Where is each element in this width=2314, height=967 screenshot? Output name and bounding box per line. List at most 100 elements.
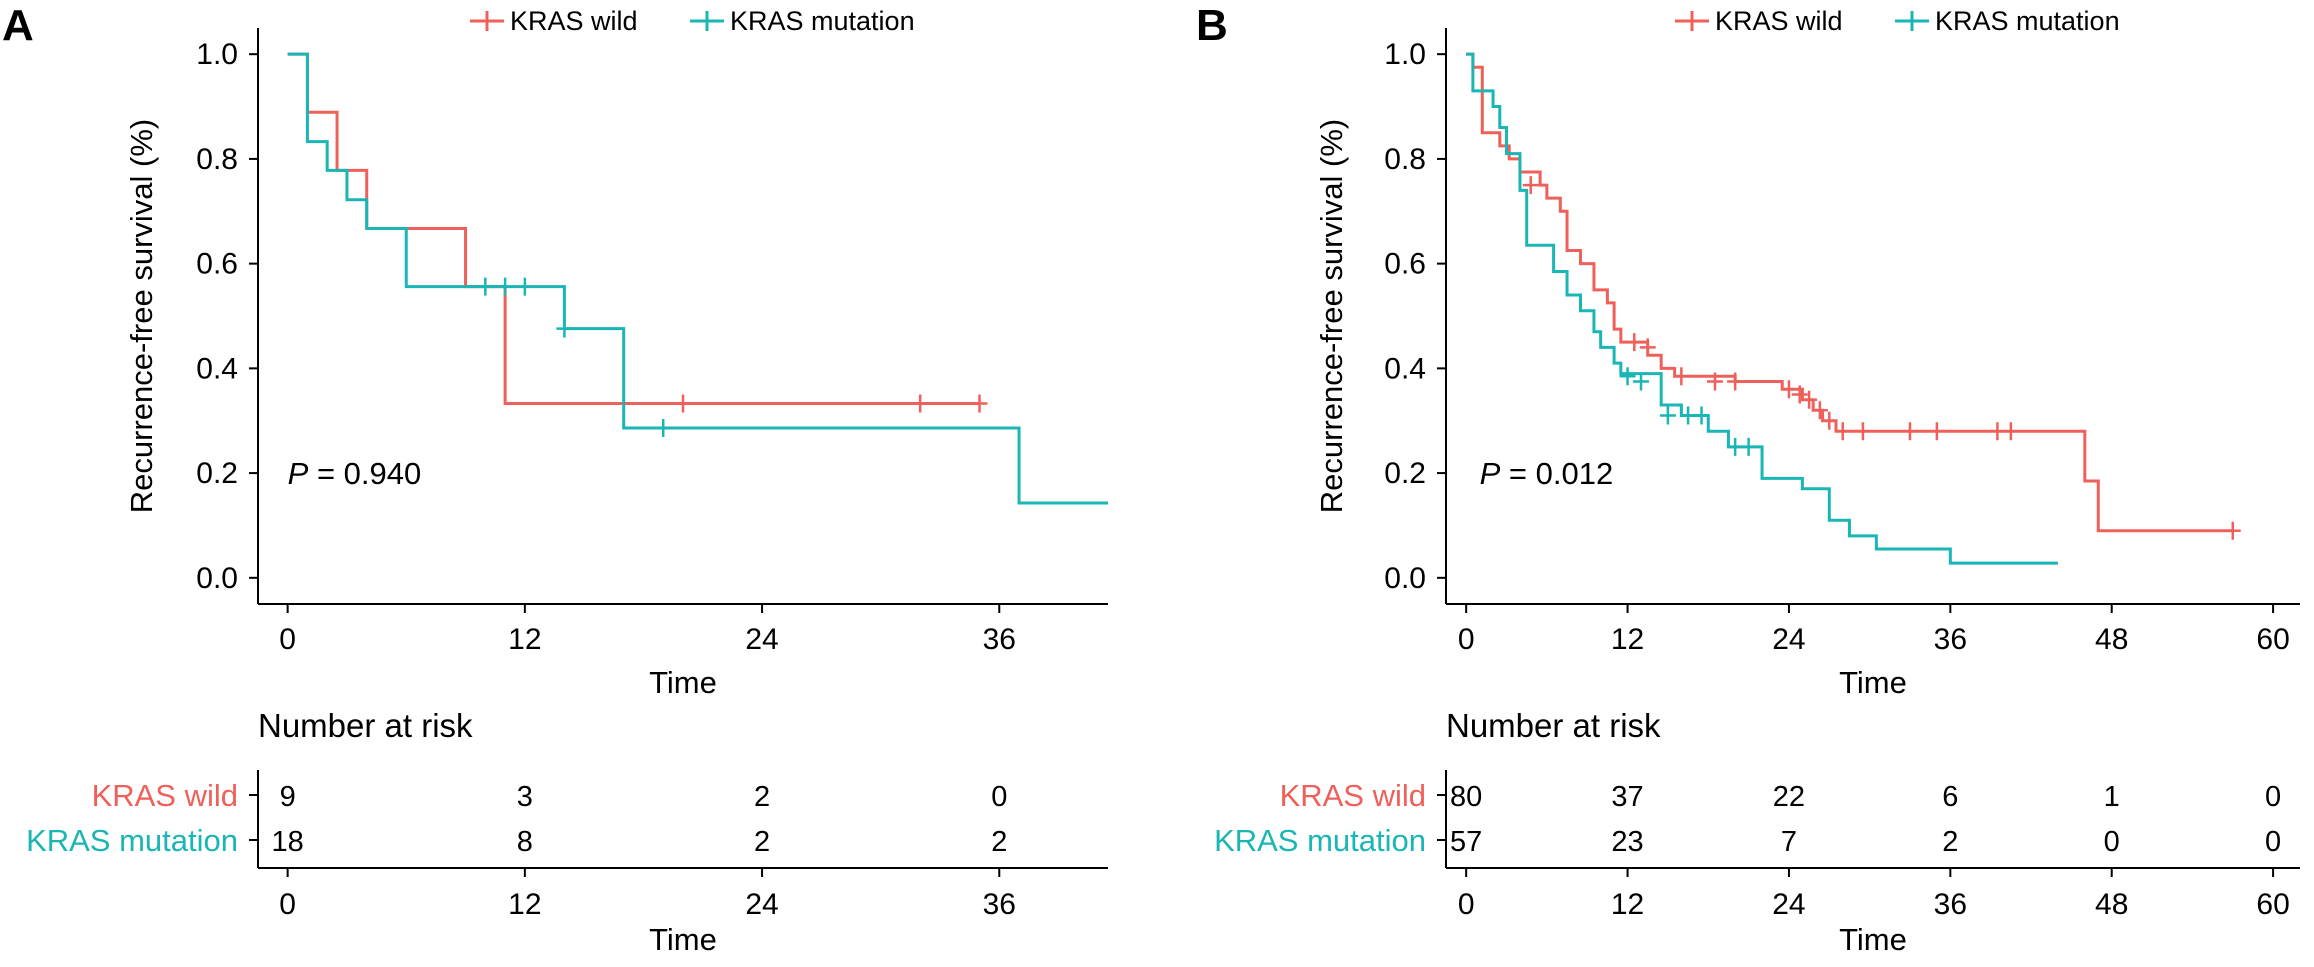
censor-mark xyxy=(1659,406,1676,425)
risk-x-tick-label: 0 xyxy=(279,888,296,921)
censor-mark xyxy=(1522,176,1539,195)
risk-x-tick-label: 12 xyxy=(508,888,541,921)
risk-count: 2 xyxy=(754,826,770,858)
risk-count: 3 xyxy=(517,781,533,813)
x-tick-label: 0 xyxy=(279,623,296,656)
censor-mark xyxy=(497,277,514,296)
censor-mark xyxy=(1619,367,1636,386)
censor-mark xyxy=(971,394,988,413)
p-value: = 0.012 xyxy=(1500,456,1613,491)
y-tick-label: 0.8 xyxy=(1384,143,1426,176)
censor-mark xyxy=(1706,372,1723,391)
censor-mark xyxy=(1834,422,1851,441)
y-axis-title: Recurrence-free survival (%) xyxy=(124,119,159,514)
censor-mark xyxy=(1821,411,1838,430)
survival-curve xyxy=(287,52,1108,505)
series-kras-mutation xyxy=(287,52,1108,505)
risk-table: Number at risk KRAS wild 80 37 22 6 1 0 KRAS mut… xyxy=(1214,707,2300,957)
censor-mark xyxy=(675,394,691,413)
risk-x-tick-label: 36 xyxy=(983,888,1016,921)
series-kras-mutation xyxy=(1466,52,2058,565)
x-tick-label: 12 xyxy=(1611,623,1644,656)
censor-mark xyxy=(2002,422,2019,441)
risk-count: 2 xyxy=(754,781,770,813)
risk-count: 2 xyxy=(1942,826,1958,858)
panel-A: A KRAS wild KRAS mutation 0.0 0.2 0.4 0.6 0.8 1.… xyxy=(2,1,1108,957)
censor-mark xyxy=(1633,372,1650,391)
series-kras-wild xyxy=(287,52,988,413)
censor-mark xyxy=(1780,380,1797,399)
risk-row-label: KRAS wild xyxy=(92,778,238,813)
censor-mark xyxy=(1639,338,1656,357)
legend-label: KRAS mutation xyxy=(1935,6,2120,36)
p-symbol: P xyxy=(288,456,309,491)
risk-count: 57 xyxy=(1450,826,1482,858)
censor-mark xyxy=(1811,401,1828,420)
legend-label: KRAS wild xyxy=(1715,6,1843,36)
risk-count: 37 xyxy=(1611,781,1643,813)
legend-label: KRAS mutation xyxy=(730,6,915,36)
y-tick-label: 0.2 xyxy=(196,457,238,490)
risk-row-label: KRAS mutation xyxy=(26,823,238,858)
risk-x-tick-label: 60 xyxy=(2256,888,2289,921)
legend-item: KRAS wild xyxy=(470,6,638,36)
y-tick-label: 0.4 xyxy=(1384,352,1426,385)
censor-mark xyxy=(1740,437,1757,456)
risk-count: 6 xyxy=(1942,781,1958,813)
legend-item: KRAS wild xyxy=(1675,6,1843,36)
y-tick-label: 0.6 xyxy=(196,248,238,281)
risk-count: 22 xyxy=(1773,781,1805,813)
risk-count: 8 xyxy=(517,826,533,858)
legend: KRAS wild KRAS mutation xyxy=(470,6,915,36)
censor-mark xyxy=(912,394,929,413)
y-tick-label: 0.0 xyxy=(196,562,238,595)
censor-mark xyxy=(1989,422,2006,441)
risk-count: 23 xyxy=(1611,826,1643,858)
risk-x-axis-title: Time xyxy=(1839,922,1907,957)
y-tick-label: 0.0 xyxy=(1384,562,1426,595)
censor-mark xyxy=(655,419,672,438)
p-value-label: P = 0.012 xyxy=(1480,456,1614,491)
risk-table-title: Number at risk xyxy=(258,707,473,744)
censor-mark xyxy=(1673,367,1690,386)
risk-count: 80 xyxy=(1450,781,1482,813)
risk-count: 0 xyxy=(2265,826,2281,858)
x-tick-label: 36 xyxy=(983,623,1016,656)
risk-count: 2 xyxy=(991,826,1007,858)
survival-curve xyxy=(1466,52,2058,565)
p-value-label: P = 0.940 xyxy=(288,456,422,491)
legend-label: KRAS wild xyxy=(510,6,638,36)
risk-x-tick-label: 12 xyxy=(1611,888,1644,921)
censor-mark xyxy=(1791,385,1808,404)
legend-item: KRAS mutation xyxy=(690,6,915,36)
censor-mark xyxy=(556,319,573,338)
risk-x-tick-label: 24 xyxy=(1772,888,1805,921)
x-tick-label: 0 xyxy=(1458,623,1475,656)
censor-mark xyxy=(1626,333,1643,352)
legend-item: KRAS mutation xyxy=(1895,6,2120,36)
risk-count: 7 xyxy=(1781,826,1797,858)
y-tick-label: 1.0 xyxy=(1384,38,1426,71)
censor-mark xyxy=(1727,372,1744,391)
x-tick-label: 60 xyxy=(2256,623,2289,656)
legend: KRAS wild KRAS mutation xyxy=(1675,6,2120,36)
censor-mark xyxy=(1928,422,1945,441)
x-tick-label: 36 xyxy=(1934,623,1967,656)
risk-x-tick-label: 36 xyxy=(1934,888,1967,921)
risk-table-title: Number at risk xyxy=(1446,707,1661,744)
censor-mark xyxy=(1727,437,1744,456)
panel-label: A xyxy=(2,1,34,50)
risk-count: 1 xyxy=(2104,781,2120,813)
y-tick-label: 0.6 xyxy=(1384,248,1426,281)
y-tick-label: 1.0 xyxy=(196,38,238,71)
panel-B: B KRAS wild KRAS mutation 0.0 0.2 0.4 0.6 0.8 1.… xyxy=(1196,1,2300,957)
y-tick-label: 0.8 xyxy=(196,143,238,176)
y-tick-label: 0.2 xyxy=(1384,457,1426,490)
risk-x-tick-label: 48 xyxy=(2095,888,2128,921)
censor-mark xyxy=(1680,406,1697,425)
risk-count: 0 xyxy=(2265,781,2281,813)
risk-table: Number at risk KRAS wild 9 3 2 0 KRAS mutation… xyxy=(26,707,1108,957)
p-value: = 0.940 xyxy=(308,456,421,491)
risk-x-axis-title: Time xyxy=(649,922,717,957)
risk-count: 9 xyxy=(280,781,296,813)
